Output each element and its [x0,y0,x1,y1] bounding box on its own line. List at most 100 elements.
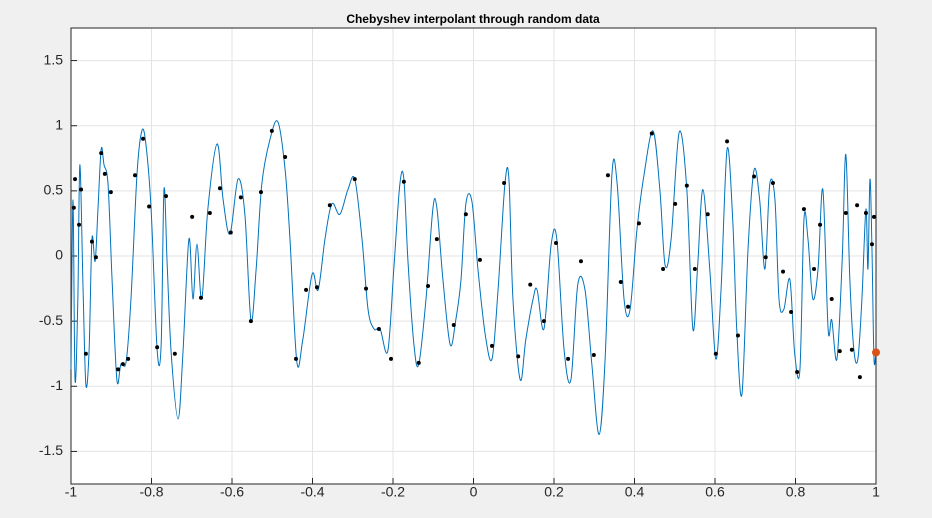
y-tick-label: 0 [55,247,63,263]
x-tick-label: 0.8 [786,484,806,500]
data-point [83,351,88,356]
data-point [649,131,654,136]
data-point [314,285,319,290]
data-point [93,255,98,260]
data-point [872,348,880,357]
x-tick-label: 0.2 [544,484,564,500]
data-point [238,195,243,200]
data-point [132,173,137,178]
data-point [269,128,274,133]
data-point [591,353,596,358]
x-tick-label: 0.4 [625,484,645,500]
data-point [763,255,768,260]
data-point [725,139,730,144]
data-point [818,222,823,227]
data-point [120,362,125,367]
data-point [376,326,381,331]
x-tick-label: -0.2 [381,484,405,500]
data-point [102,171,107,176]
x-tick-label: 1 [872,484,880,500]
data-point [426,283,431,288]
data-point [364,286,369,291]
data-point [477,257,482,262]
y-tick-label: -0.5 [39,312,63,328]
x-tick-label: -0.8 [139,484,163,500]
data-point [304,287,309,292]
data-point [857,375,862,380]
data-point [248,319,253,324]
data-point [463,212,468,217]
data-point [578,259,583,264]
data-point [855,203,860,208]
data-point [147,204,152,209]
data-point [528,282,533,287]
data-point [705,212,710,217]
data-point [829,296,834,301]
data-point [673,201,678,206]
data-point [73,177,78,182]
data-point [770,181,775,186]
curve [70,120,877,435]
data-point [327,203,332,208]
data-point [490,343,495,348]
data-point [141,136,146,141]
data-point [626,304,631,309]
data-point [155,345,160,350]
data-point [401,179,406,184]
y-tick-label: 1.5 [44,51,64,67]
data-point [752,174,757,179]
y-tick-label: -1 [51,377,64,393]
data-point [388,356,393,361]
data-point [416,360,421,365]
x-tick-label: 0.6 [705,484,725,500]
data-point [843,211,848,216]
data-point [713,351,718,356]
data-point [258,190,263,195]
chart-title: Chebyshev interpolant through random dat… [346,12,600,26]
data-point [451,323,456,328]
data-point [801,207,806,212]
data-point [71,205,76,210]
data-point [190,214,195,219]
data-point [618,280,623,285]
data-point [99,151,104,156]
data-point [77,222,82,227]
data-point [869,242,874,247]
data-point [217,186,222,191]
data-point [789,310,794,315]
data-point [605,173,610,178]
data-point [126,356,131,361]
data-point [352,177,357,182]
data-point [293,356,298,361]
data-point [207,211,212,216]
data-point [79,187,84,192]
data-point [735,333,740,338]
data-point [863,211,868,216]
y-tick-label: 1 [55,116,63,132]
data-point [89,239,94,244]
data-point [199,295,204,300]
data-point [434,237,439,242]
x-tick-label: -0.6 [220,484,244,500]
x-tick-label: -1 [65,484,78,500]
data-point [163,194,168,199]
data-point [692,267,697,272]
data-point [871,214,876,219]
data-point [502,181,507,186]
data-point [541,319,546,324]
data-point [795,369,800,374]
data-point [661,267,666,272]
data-point [116,367,121,372]
data-point [554,240,559,245]
y-tick-label: 0.5 [44,182,64,198]
data-point [283,154,288,159]
x-tick-label: -0.4 [300,484,324,500]
data-point [516,354,521,359]
axes-box [70,27,877,485]
data-point [781,269,786,274]
data-point [837,349,842,354]
data-point [566,356,571,361]
data-point [228,230,233,235]
